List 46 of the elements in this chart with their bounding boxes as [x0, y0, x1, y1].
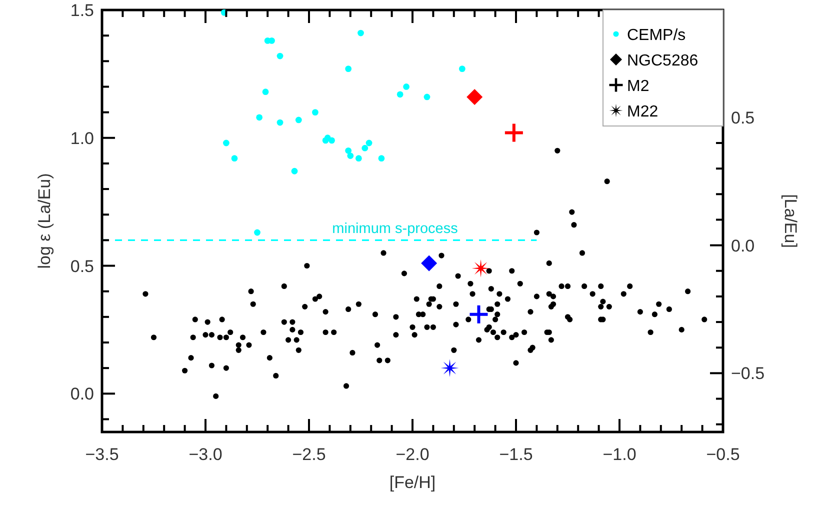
- text: M2: [627, 78, 650, 95]
- point: [256, 114, 263, 121]
- point: [276, 52, 284, 60]
- annotation: minimum s-process: [332, 221, 458, 237]
- point: [262, 88, 269, 96]
- point: [424, 94, 430, 100]
- y2-tick-label: −0.5: [731, 364, 765, 384]
- point: [458, 66, 466, 72]
- point: [312, 109, 318, 116]
- point: [328, 137, 335, 144]
- point: [291, 168, 298, 174]
- text: M22: [627, 104, 658, 120]
- x-tick-label: −3.0: [188, 445, 222, 464]
- point: [358, 30, 364, 36]
- x-tick-label: −1.5: [499, 445, 533, 464]
- point: [345, 66, 352, 72]
- x-tick-label: −0.5: [706, 445, 740, 464]
- y2-tick-label: 0.0: [731, 236, 755, 256]
- y2-axis-title: [La/Eu]: [781, 194, 800, 248]
- point: [231, 155, 238, 162]
- x-tick-label: −2.0: [396, 445, 430, 464]
- point: [347, 152, 354, 159]
- y-tick-label: 0.0: [70, 384, 94, 404]
- y-tick-label: 1.0: [70, 128, 94, 148]
- point: [378, 155, 385, 162]
- point: [396, 91, 404, 98]
- point: [345, 147, 352, 154]
- point: [362, 144, 368, 152]
- point: [355, 155, 362, 162]
- point: [295, 116, 302, 124]
- y-axis-title: log ε (La/Eu): [35, 173, 54, 269]
- y-tick-label: 0.5: [70, 256, 94, 276]
- point: [276, 119, 284, 126]
- x-tick-label: −3.5: [85, 445, 119, 464]
- x-tick-label: −2.5: [292, 445, 326, 464]
- point: [366, 140, 372, 146]
- point: [268, 37, 275, 44]
- x-axis-title: [Fe/H]: [389, 473, 436, 492]
- point: [403, 84, 410, 90]
- x-tick-label: −1.0: [602, 445, 636, 464]
- point: [254, 229, 260, 236]
- y2-tick-label: 0.5: [731, 108, 755, 128]
- y-tick-label: 1.5: [70, 1, 94, 20]
- text: NGC5286: [627, 52, 698, 70]
- point: [223, 140, 230, 146]
- legend-label: CEMP/s: [627, 27, 686, 44]
